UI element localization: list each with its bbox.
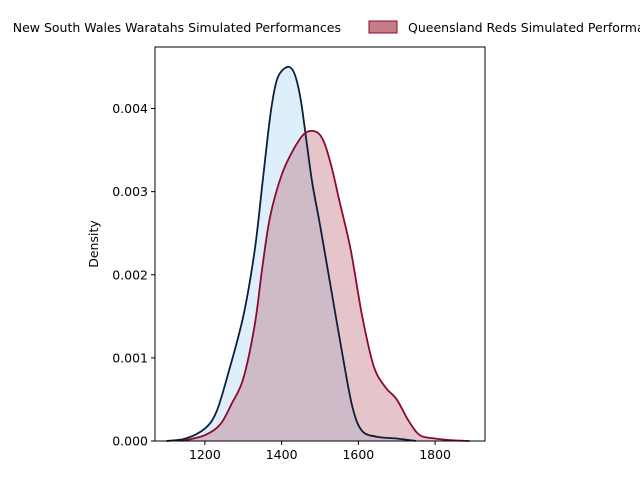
y-axis-ticks: 0.000 0.001 0.002 0.003 0.004	[112, 101, 155, 449]
x-tick-label: 1800	[419, 447, 451, 462]
density-area-reds	[181, 130, 470, 441]
y-tick-label: 0.004	[112, 101, 148, 116]
x-tick-label: 1600	[342, 447, 374, 462]
legend-label-waratahs: New South Wales Waratahs Simulated Perfo…	[13, 20, 341, 35]
y-tick-label: 0.002	[112, 267, 148, 282]
density-line-waratahs	[166, 65, 417, 442]
plot-frame	[154, 46, 486, 442]
y-tick-label: 0.000	[112, 434, 148, 449]
legend-swatch-reds	[368, 20, 398, 34]
density-area-waratahs	[166, 66, 416, 441]
x-axis-ticks: 1200 1400 1600 1800	[189, 441, 451, 462]
x-tick-label: 1400	[266, 447, 298, 462]
density-areas	[166, 66, 470, 441]
density-lines	[166, 65, 470, 442]
x-tick-label: 1200	[189, 447, 221, 462]
y-axis-label: Density	[86, 220, 101, 268]
legend-label-reds: Queensland Reds Simulated Performances	[408, 20, 640, 35]
density-line-reds	[181, 129, 470, 442]
legend: New South Wales Waratahs Simulated Perfo…	[13, 20, 640, 35]
y-tick-label: 0.003	[112, 184, 148, 199]
y-tick-label: 0.001	[112, 350, 148, 365]
